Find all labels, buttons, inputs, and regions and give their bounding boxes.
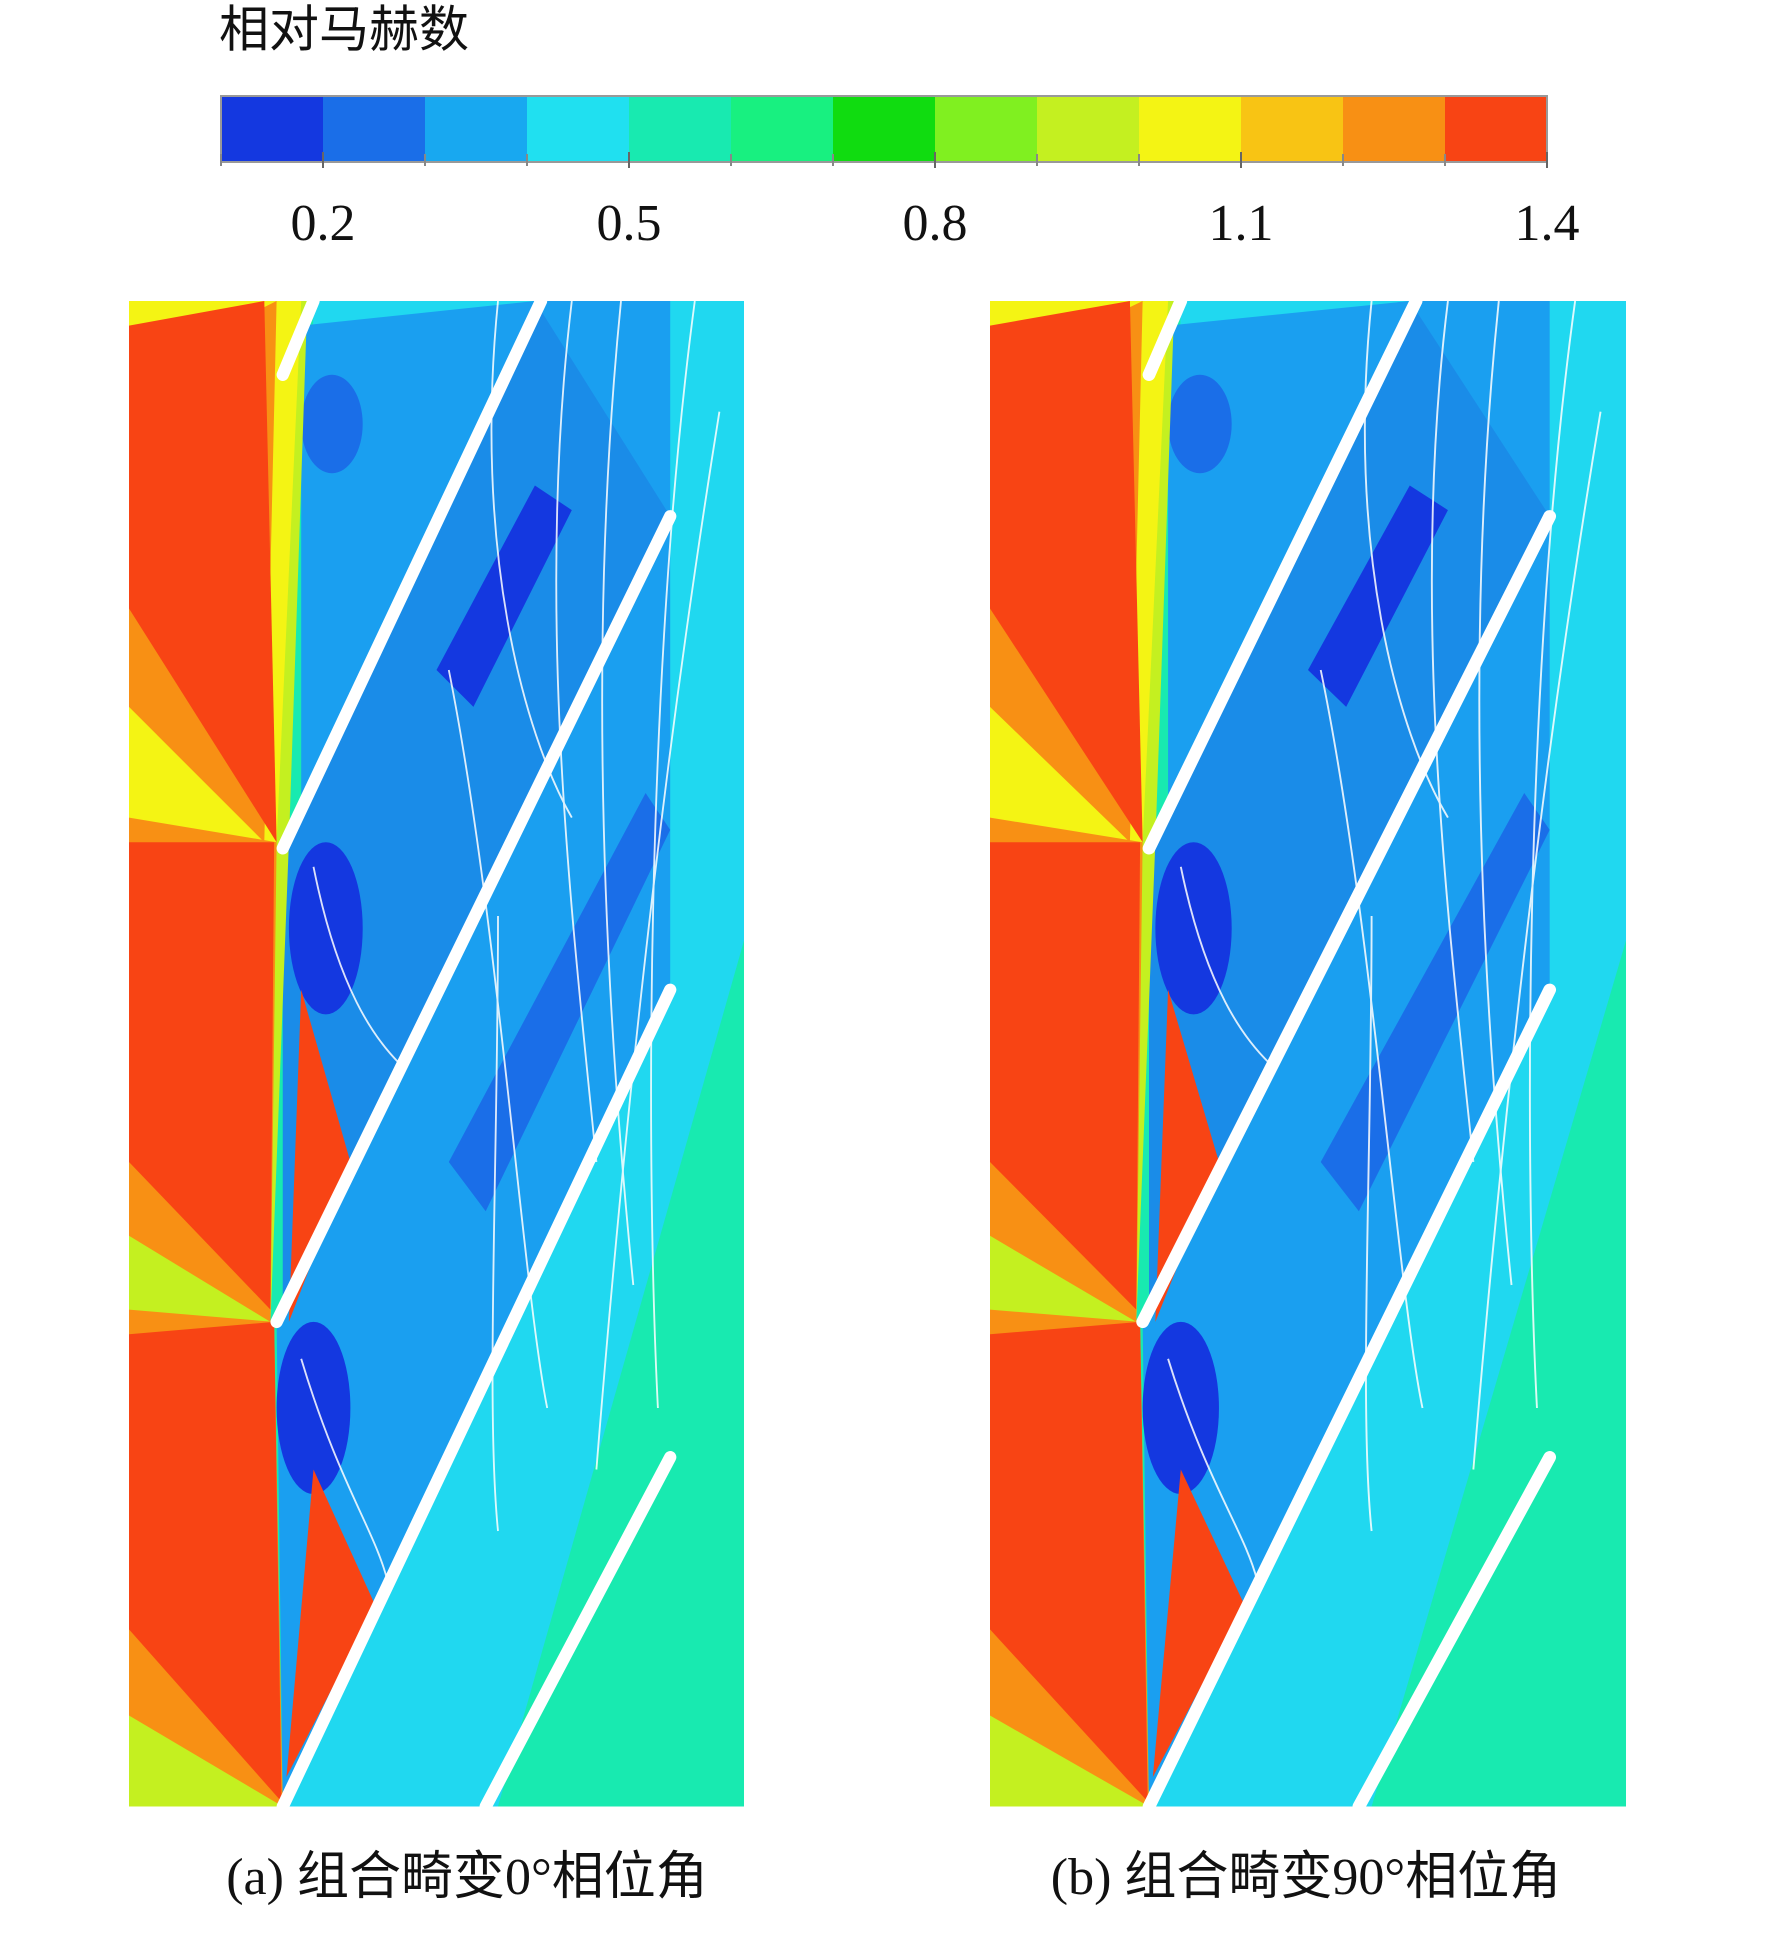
tick-label: 1.4 [1515, 195, 1580, 252]
contour-panel-b [990, 301, 1626, 1807]
colorbar-segment [629, 96, 732, 162]
colorbar-segment [1445, 96, 1548, 162]
colorbar-frame [220, 95, 1548, 163]
colorbar-segment [1139, 96, 1242, 162]
contour-panel-a [129, 301, 744, 1807]
colorbar-segment [323, 96, 426, 162]
colorbar-segment [1037, 96, 1140, 162]
tick-label: 0.8 [903, 195, 968, 252]
colorbar-segment [833, 96, 936, 162]
colorbar-title: 相对马赫数 [219, 1, 469, 57]
colorbar-segment [731, 96, 834, 162]
colorbar-segment [1343, 96, 1446, 162]
colorbar-segment [221, 96, 324, 162]
colorbar-segment [527, 96, 630, 162]
colorbar-segment [1241, 96, 1344, 162]
panel-caption: (a) 组合畸变0°相位角 [226, 1849, 708, 1906]
panel-caption: (b) 组合畸变90°相位角 [1051, 1849, 1561, 1906]
tick-label: 0.5 [597, 195, 662, 252]
tick-label: 1.1 [1209, 195, 1274, 252]
colorbar-segment [935, 96, 1038, 162]
colorbar: 0.2 0.5 0.8 1.1 1.4 [220, 95, 1580, 252]
tick-label: 0.2 [291, 195, 356, 252]
colorbar-segment [425, 96, 528, 162]
